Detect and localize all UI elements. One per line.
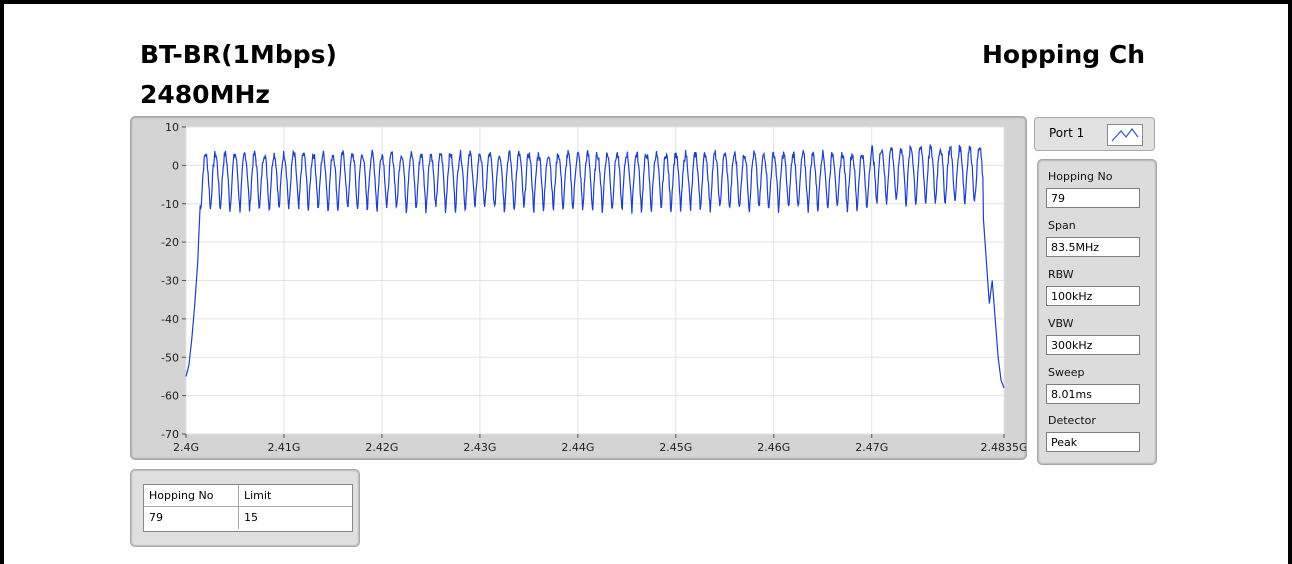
spectrum-trace bbox=[185, 144, 1005, 389]
x-tick-label: 2.44G bbox=[561, 441, 594, 454]
x-tick-label: 2.43G bbox=[463, 441, 496, 454]
table-cell-limit: 15 bbox=[244, 511, 258, 524]
spectrum-chart: 10 0 -10 -20 -30 -40 -50 -60 -70 2.4G 2.41G 2.42G 2… bbox=[161, 121, 1026, 454]
hopping-no-field[interactable]: 79 bbox=[1046, 188, 1140, 208]
port-selector[interactable]: Port 1 bbox=[1034, 117, 1155, 151]
hopping-no-label: Hopping No bbox=[1048, 170, 1113, 183]
y-tick-label: -60 bbox=[161, 390, 179, 403]
rbw-field[interactable]: 100kHz bbox=[1046, 286, 1140, 306]
y-tick-label: -50 bbox=[161, 351, 179, 364]
detector-field[interactable]: Peak bbox=[1046, 432, 1140, 452]
sweep-label: Sweep bbox=[1048, 366, 1085, 379]
y-tick-label: -40 bbox=[161, 313, 179, 326]
port-label: Port 1 bbox=[1049, 126, 1085, 140]
spectrum-chart-panel: 10 0 -10 -20 -30 -40 -50 -60 -70 2.4G 2.41G 2.42G 2… bbox=[130, 116, 1027, 460]
test-name-title: Hopping Ch bbox=[982, 40, 1146, 69]
vbw-label: VBW bbox=[1048, 317, 1074, 330]
y-tick-label: -30 bbox=[161, 275, 179, 288]
x-tick-label: 2.4835G bbox=[980, 441, 1026, 454]
x-tick-label: 2.45G bbox=[659, 441, 692, 454]
x-tick-label: 2.42G bbox=[365, 441, 398, 454]
detector-label: Detector bbox=[1048, 414, 1096, 427]
y-tick-label: -70 bbox=[161, 428, 179, 441]
y-tick-label: 0 bbox=[172, 159, 179, 172]
frequency-title: 2480MHz bbox=[140, 80, 270, 109]
sweep-field[interactable]: 8.01ms bbox=[1046, 384, 1140, 404]
result-table: Hopping No Limit 79 15 bbox=[143, 484, 353, 532]
x-tick-label: 2.47G bbox=[855, 441, 888, 454]
x-tick-label: 2.46G bbox=[757, 441, 790, 454]
result-table-panel: Hopping No Limit 79 15 bbox=[130, 469, 360, 547]
mode-title: BT-BR(1Mbps) bbox=[140, 40, 337, 69]
y-tick-label: -10 bbox=[161, 198, 179, 211]
span-field[interactable]: 83.5MHz bbox=[1046, 237, 1140, 257]
table-header-hopping-no: Hopping No bbox=[144, 485, 239, 507]
y-tick-label: 10 bbox=[165, 121, 179, 134]
x-tick-label: 2.41G bbox=[267, 441, 300, 454]
x-tick-label: 2.4G bbox=[173, 441, 199, 454]
trace-icon[interactable] bbox=[1107, 124, 1143, 146]
vbw-field[interactable]: 300kHz bbox=[1046, 335, 1140, 355]
rbw-label: RBW bbox=[1048, 268, 1074, 281]
table-header-limit: Limit bbox=[239, 485, 352, 507]
table-cell-hopping-no: 79 bbox=[144, 507, 239, 529]
span-label: Span bbox=[1048, 219, 1076, 232]
y-tick-label: -20 bbox=[161, 236, 179, 249]
settings-panel: Hopping No 79 Span 83.5MHz RBW 100kHz VB… bbox=[1037, 159, 1157, 465]
